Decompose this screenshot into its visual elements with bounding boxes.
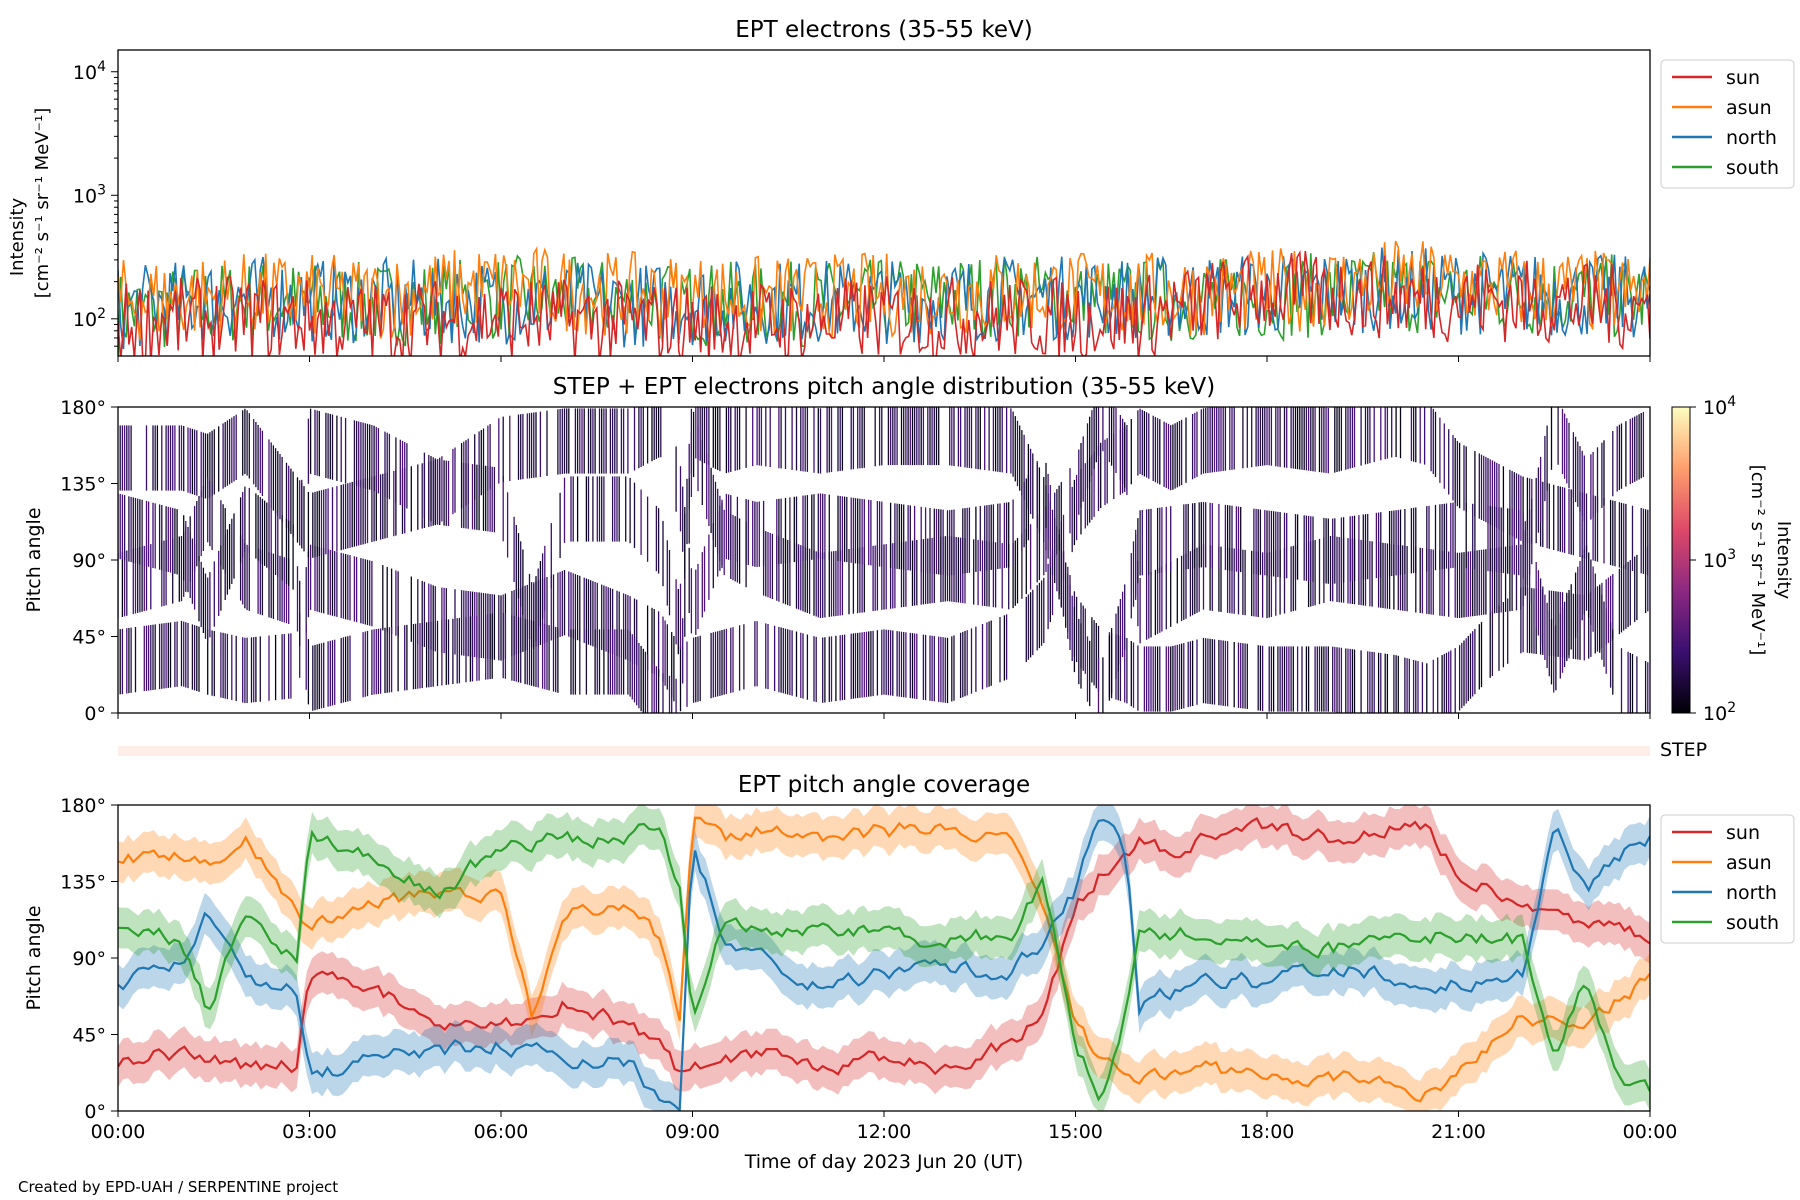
colorbar-gradient [1671, 406, 1691, 714]
legend1-label-asun: asun [1726, 97, 1772, 119]
colorbar: 102 103 104 Intensity [cm⁻² s⁻¹ sr⁻¹ MeV… [1671, 394, 1794, 725]
p2-y-tick-label: 90° [72, 550, 106, 572]
x-tick-label: 06:00 [474, 1121, 529, 1143]
panel1-ylabel-unit: [cm⁻² s⁻¹ sr⁻¹ MeV⁻¹] [32, 108, 53, 299]
p4-y-tick-label: 45° [72, 1025, 106, 1047]
footer-credit: Created by EPD-UAH / SERPENTINE project [18, 1178, 338, 1196]
p4-band-north [118, 805, 1650, 1111]
legend4-label-north: north [1726, 882, 1777, 904]
panel1-legend: sun asun north south [1660, 59, 1795, 189]
p1-line-asun [118, 240, 1650, 341]
colorbar-tick-label-2: 102 [1703, 700, 1736, 725]
x-tick-label: 18:00 [1240, 1121, 1295, 1143]
panel1-y-ticks: 102 103 104 [73, 59, 118, 347]
panel-pitch-coverage: EPT pitch angle coverage 0° 45° 90° 135° 180… [23, 772, 1795, 1123]
panel-pitch-distribution: STEP + EPT electrons pitch angle distrib… [23, 374, 1794, 725]
p4-line-sun [118, 816, 1650, 1076]
panel4-ylabel-text: Pitch angle [23, 905, 45, 1010]
panel2-title: STEP + EPT electrons pitch angle distrib… [553, 374, 1215, 400]
x-axis-ticks: 00:00 03:00 06:00 09:00 12:00 15:00 18:00 21:00… [91, 356, 1678, 1143]
x-tick-label: 09:00 [665, 1121, 720, 1143]
p2-y-tick-label: 135° [60, 474, 106, 496]
colorbar-unit: [cm⁻² s⁻¹ sr⁻¹ MeV⁻¹] [1747, 465, 1768, 656]
colorbar-tick-label-4: 104 [1703, 394, 1736, 419]
legend1-label-south: south [1726, 157, 1779, 179]
panel-intensity: EPT electrons (35-55 keV) 102 103 104 Inte… [7, 17, 1795, 357]
x-axis-label: Time of day 2023 Jun 20 (UT) [744, 1151, 1024, 1173]
legend4-label-south: south [1726, 912, 1779, 934]
legend1-label-sun: sun [1726, 67, 1760, 89]
p1-y-tick-label: 102 [73, 306, 106, 331]
p1-line-sun [118, 250, 1650, 356]
step-strip: STEP [118, 739, 1707, 761]
step-strip-label: STEP [1660, 739, 1707, 761]
p4-line-south [118, 822, 1650, 1102]
x-tick-label: 21:00 [1431, 1121, 1486, 1143]
x-tick-label: 12:00 [857, 1121, 912, 1143]
p2-y-tick-label: 180° [60, 397, 106, 419]
panel1-ylabel-text: Intensity [7, 197, 28, 276]
x-tick-label: 15:00 [1048, 1121, 1103, 1143]
p4-band-south [118, 805, 1650, 1111]
x-tick-label: 00:00 [1623, 1121, 1678, 1143]
colorbar-label-text: Intensity [1773, 521, 1794, 600]
panel4-series [118, 805, 1650, 1111]
panel2-heatmap [118, 407, 1649, 713]
panel1-ylabel-unit-text: [cm⁻² s⁻¹ sr⁻¹ MeV⁻¹] [32, 108, 53, 299]
panel2-ylabel-text: Pitch angle [23, 507, 45, 612]
colorbar-unit-text: [cm⁻² s⁻¹ sr⁻¹ MeV⁻¹] [1747, 465, 1768, 656]
p1-y-tick-label: 103 [73, 182, 106, 207]
p4-y-tick-label: 90° [72, 948, 106, 970]
p4-y-tick-label: 135° [60, 872, 106, 894]
panel4-legend: sun asun north south [1660, 814, 1795, 944]
colorbar-tick-label-3: 103 [1703, 547, 1736, 572]
step-strip-bar [118, 746, 1650, 756]
panel4-ylabel: Pitch angle [23, 905, 45, 1010]
panel4-legend-box [1660, 814, 1795, 944]
legend4-label-sun: sun [1726, 822, 1760, 844]
panel2-ylabel: Pitch angle [23, 507, 45, 612]
p4-line-asun [118, 816, 1650, 1103]
panel4-title: EPT pitch angle coverage [738, 772, 1030, 798]
legend4-label-asun: asun [1726, 852, 1772, 874]
panel4-y-ticks: 0° 45° 90° 135° 180° [60, 795, 118, 1123]
p4-line-north [118, 818, 1650, 1111]
p2-y-tick-label: 0° [84, 703, 106, 725]
panel2-y-ticks: 0° 45° 90° 135° 180° [60, 397, 118, 725]
colorbar-label: Intensity [1773, 521, 1794, 600]
panel1-legend-box [1660, 59, 1795, 189]
p4-y-tick-label: 180° [60, 795, 106, 817]
legend1-label-north: north [1726, 127, 1777, 149]
panel1-title: EPT electrons (35-55 keV) [735, 17, 1032, 43]
p1-y-tick-label: 104 [73, 59, 106, 84]
panel1-ylabel: Intensity [7, 197, 28, 276]
p4-y-tick-label: 0° [84, 1101, 106, 1123]
x-tick-label: 00:00 [91, 1121, 146, 1143]
panel1-series [118, 240, 1650, 356]
p4-band-asun [118, 805, 1650, 1111]
x-tick-label: 03:00 [282, 1121, 337, 1143]
p2-y-tick-label: 45° [72, 627, 106, 649]
